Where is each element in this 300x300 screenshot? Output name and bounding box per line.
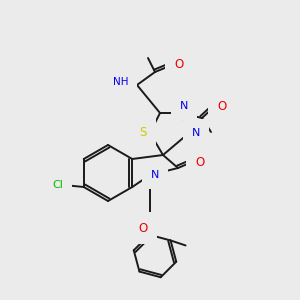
Text: O: O [195,155,205,169]
Text: O: O [218,100,226,112]
Text: NH: NH [113,77,129,87]
Text: N: N [151,170,159,180]
Text: N: N [180,101,188,111]
Text: S: S [139,127,147,140]
Text: N: N [192,128,200,138]
Text: O: O [138,221,148,235]
Text: O: O [174,58,184,70]
Text: Cl: Cl [52,180,63,190]
